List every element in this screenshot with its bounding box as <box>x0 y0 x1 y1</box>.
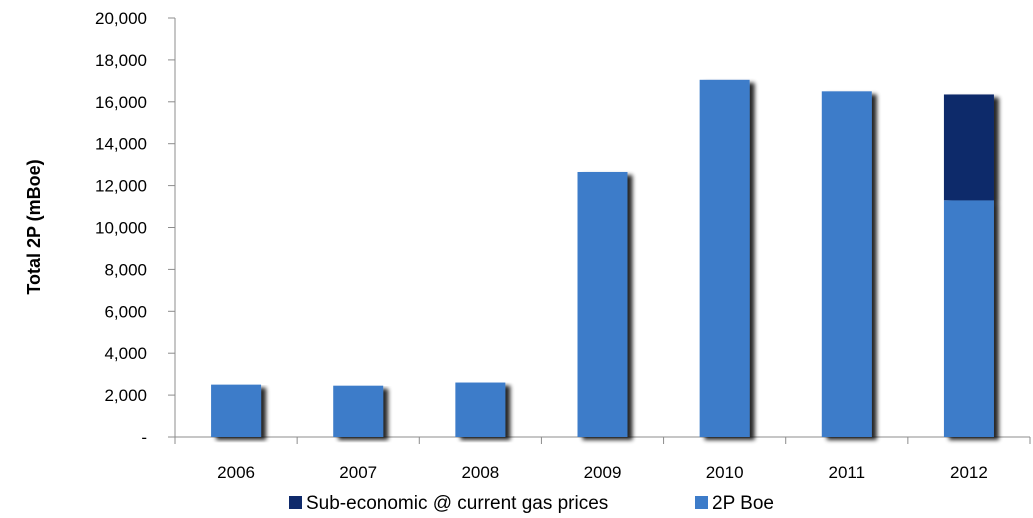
bar-stack-2006 <box>211 384 262 437</box>
legend-label: Sub-economic @ current gas prices <box>306 493 608 514</box>
bar-2p-boe-2009 <box>577 171 628 438</box>
x-tick-label: 2006 <box>217 463 255 482</box>
x-tick-label: 2011 <box>829 463 866 482</box>
bar-2p-boe-2007 <box>333 385 384 437</box>
x-tick-label: 2007 <box>339 463 377 482</box>
bar-2p-boe-2012 <box>943 200 994 437</box>
bar-stack-2010 <box>699 79 750 438</box>
x-tick-label: 2012 <box>950 463 988 482</box>
x-tick-label: 2009 <box>584 463 622 482</box>
y-tick-label: 6,000 <box>104 302 147 321</box>
bar-sub-economic-2012 <box>943 94 994 201</box>
y-axis-title-group: Total 2P (mBoe) <box>24 159 44 294</box>
y-tick-label: 18,000 <box>95 51 147 70</box>
y-axis-title: Total 2P (mBoe) <box>24 159 44 294</box>
y-tick-label: 20,000 <box>95 9 147 28</box>
bar-stack-2012 <box>943 94 994 437</box>
y-tick-label: 10,000 <box>95 219 147 238</box>
bars <box>211 79 994 438</box>
y-tick-label: 2,000 <box>104 386 147 405</box>
bar-2p-boe-2011 <box>821 91 872 437</box>
legend-swatch <box>289 496 302 509</box>
bar-stack-2007 <box>333 385 384 437</box>
bar-2p-boe-2006 <box>211 384 262 437</box>
bar-2p-boe-2010 <box>699 79 750 438</box>
legend: Sub-economic @ current gas prices 2P Boe <box>289 493 774 514</box>
bar-2p-boe-2008 <box>455 382 506 437</box>
y-tick-label: 8,000 <box>104 260 147 279</box>
bar-stack-2011 <box>821 91 872 437</box>
y-tick-label: 16,000 <box>95 93 147 112</box>
y-tick-label: 12,000 <box>95 177 147 196</box>
y-tick-label: - <box>141 428 147 447</box>
bar-stack-2009 <box>577 171 628 438</box>
x-axis <box>174 436 1031 444</box>
x-tick-label: 2010 <box>706 463 744 482</box>
legend-label: 2P Boe <box>712 493 774 514</box>
x-tick-label: 2008 <box>461 463 499 482</box>
y-tick-label: 14,000 <box>95 135 147 154</box>
x-tick-labels: 2006 2007 2008 2009 2010 2011 2012 <box>217 463 988 482</box>
legend-swatch <box>695 496 708 509</box>
bar-stack-2008 <box>455 382 506 437</box>
y-tick-label: 4,000 <box>104 344 147 363</box>
y-axis: - 2,000 4,000 6,000 8,000 10,000 12,000 14,000 1… <box>95 9 176 447</box>
